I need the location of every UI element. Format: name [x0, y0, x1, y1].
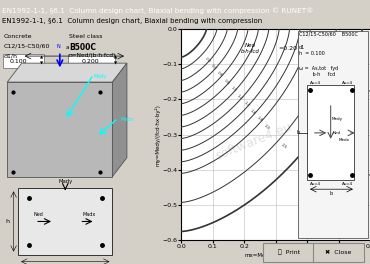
Text: 2.5: 2.5: [280, 143, 287, 150]
Text: Medy: Medy: [332, 117, 343, 121]
Text: Medx: Medx: [339, 138, 350, 142]
Text: Concrete: Concrete: [4, 34, 32, 39]
Text: ω =  As,tot   fyd
         b·h     fcd: ω = As,tot fyd b·h fcd: [299, 66, 339, 77]
Text: b: b: [329, 191, 332, 196]
Bar: [18, 188, 112, 254]
Text: h: h: [296, 130, 299, 135]
Text: h: h: [5, 219, 9, 224]
Text: Medy: Medy: [94, 74, 107, 79]
Text: Medx: Medx: [120, 117, 134, 122]
Bar: [307, 85, 354, 180]
Text: ✖  Close: ✖ Close: [325, 250, 352, 255]
Text: d1/h: d1/h: [4, 53, 18, 58]
Text: 1.2: 1.2: [236, 93, 243, 100]
Text: 1.4: 1.4: [243, 101, 250, 108]
Text: =0.20: =0.20: [279, 46, 298, 51]
FancyBboxPatch shape: [3, 54, 44, 68]
FancyBboxPatch shape: [313, 243, 364, 262]
Text: 🖨  Print: 🖨 Print: [278, 249, 300, 255]
Text: 0.100: 0.100: [9, 59, 27, 64]
Text: B500C: B500C: [69, 43, 96, 52]
Text: ▼: ▼: [114, 62, 117, 66]
Text: software4.eu: software4.eu: [213, 120, 294, 163]
Text: Ned
b·h·fcd: Ned b·h·fcd: [241, 43, 260, 54]
Text: C12/15-C50/60    B500C: C12/15-C50/60 B500C: [299, 32, 358, 37]
Text: ▲: ▲: [114, 56, 117, 60]
Text: 0.6: 0.6: [216, 71, 224, 78]
Bar: [298, 31, 369, 238]
Text: 0.8: 0.8: [223, 78, 231, 86]
Text: Mady: Mady: [58, 179, 73, 184]
X-axis label: mx=Medx/(fcd·hy·bx²): mx=Medx/(fcd·hy·bx²): [245, 252, 307, 258]
Text: d1: d1: [369, 173, 370, 177]
Text: As=4: As=4: [342, 182, 353, 186]
Text: 0.200: 0.200: [82, 59, 100, 64]
Text: a: a: [65, 45, 69, 50]
Text: EN1992-1-1, §6.1  Column design chart, Biaxial bending with compression: EN1992-1-1, §6.1 Column design chart, Bi…: [2, 18, 262, 24]
Text: ▼: ▼: [40, 62, 43, 66]
Text: 1.6: 1.6: [249, 108, 257, 115]
Text: C12/15-C50/60: C12/15-C50/60: [4, 43, 50, 48]
Text: Madx: Madx: [82, 212, 95, 217]
Text: 3.0: 3.0: [297, 162, 305, 169]
Text: As=4: As=4: [342, 81, 353, 85]
Text: ▲: ▲: [40, 56, 43, 60]
Text: d1: d1: [369, 89, 370, 93]
FancyBboxPatch shape: [263, 243, 314, 262]
Text: n=Ned/(b·h·fcd): n=Ned/(b·h·fcd): [69, 53, 116, 58]
Text: 0.4: 0.4: [210, 64, 218, 71]
Polygon shape: [7, 63, 127, 82]
Text: Ned: Ned: [332, 131, 340, 135]
Text: N: N: [56, 44, 60, 49]
Y-axis label: my=Medy/(fcd·hx·by²): my=Medy/(fcd·hx·by²): [155, 104, 161, 166]
Text: As=4: As=4: [310, 81, 321, 85]
Text: d1
h  = 0.100: d1 h = 0.100: [299, 45, 325, 56]
Text: 1.0: 1.0: [229, 86, 237, 93]
Polygon shape: [112, 63, 127, 177]
Text: 0.2: 0.2: [204, 56, 211, 64]
Polygon shape: [7, 82, 112, 177]
Text: Ned: Ned: [34, 212, 44, 217]
Text: As=4: As=4: [310, 182, 321, 186]
Text: 1.8: 1.8: [256, 116, 263, 123]
Text: Steel class: Steel class: [69, 34, 102, 39]
Text: EN1992-1-1, §6.1  Column design chart, Biaxial bending with compression © RUNET®: EN1992-1-1, §6.1 Column design chart, Bi…: [2, 8, 313, 15]
Text: 2.0: 2.0: [263, 124, 270, 131]
FancyBboxPatch shape: [68, 54, 115, 68]
